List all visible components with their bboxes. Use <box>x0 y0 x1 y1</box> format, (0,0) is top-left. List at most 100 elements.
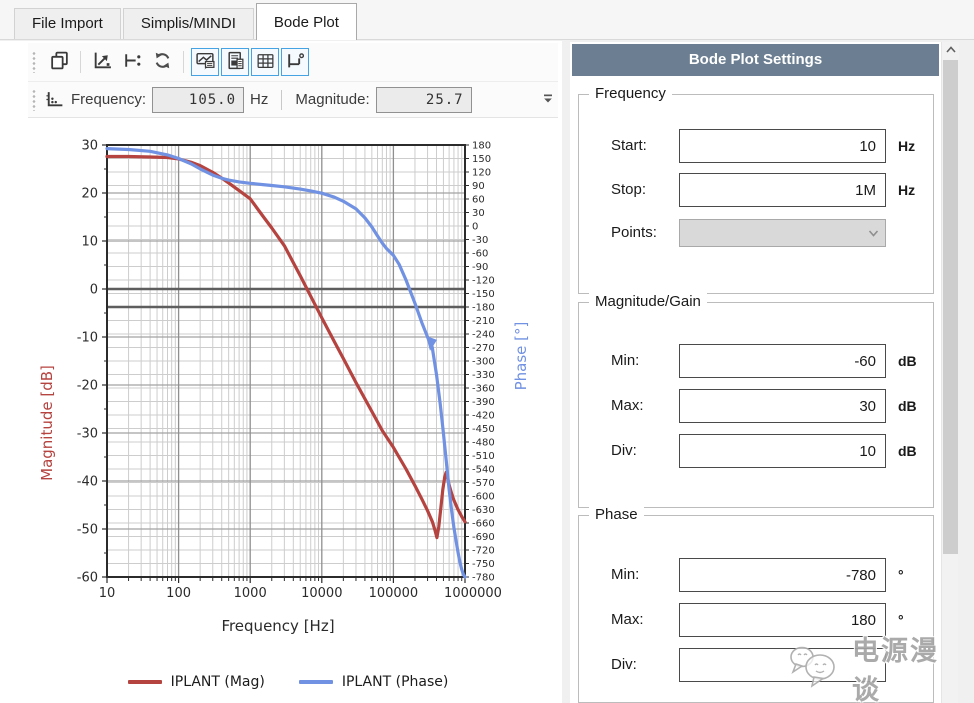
magnitude-curve <box>105 154 467 540</box>
cursor-arrow-marker <box>425 335 437 351</box>
mag-min-field[interactable] <box>679 344 886 378</box>
stop-label: Stop: <box>611 181 647 198</box>
plot-area: 30 20 10 0 -10 -20 -30 -40 -50 -60 180 150 120 90 60 30… <box>0 118 562 703</box>
mag-min-row: Min: dB <box>579 344 933 378</box>
y-left-tick-label: -30 <box>77 427 98 442</box>
y-right-tick-label: -60 <box>472 249 488 260</box>
y-left-tick-label: -20 <box>77 379 98 394</box>
frequency-axis-title: Frequency [Hz] <box>221 617 334 635</box>
y-left-tick-label: 10 <box>81 235 98 250</box>
x-tick-label: 1000 <box>234 586 267 601</box>
mag-div-field[interactable] <box>679 434 886 468</box>
mag-max-label: Max: <box>611 397 644 414</box>
start-unit-label: Hz <box>898 138 916 154</box>
mag-max-field[interactable] <box>679 389 886 423</box>
stop-unit-label: Hz <box>898 182 916 198</box>
y-right-tick-label: -720 <box>472 546 495 557</box>
stop-row: Stop: Hz <box>579 173 933 207</box>
mag-min-unit-label: dB <box>898 353 917 369</box>
magnitude-group-title: Magnitude/Gain <box>589 293 707 310</box>
y-right-tick-label: -120 <box>472 276 495 287</box>
toolbar-overflow-button[interactable] <box>540 90 556 110</box>
settings-scrollbar[interactable] <box>941 42 959 703</box>
points-dropdown[interactable] <box>679 219 886 247</box>
phase-group: Phase Min: ° Max: ° Div: <box>578 506 934 703</box>
tooltip-chart-toggle-button[interactable] <box>191 48 219 76</box>
bode-plot-chart[interactable]: 3020100-10-20-30-40-50-60180150120906030… <box>28 118 558 703</box>
tab-file-import[interactable]: File Import <box>14 8 121 39</box>
phase-max-field[interactable] <box>679 603 886 637</box>
start-frequency-field[interactable] <box>679 129 886 163</box>
chevron-up-icon <box>945 43 957 58</box>
y-right-tick-label: -180 <box>472 303 495 314</box>
y-right-tick-label: -210 <box>472 316 495 327</box>
settings-panel: Bode Plot Settings Frequency Start: Hz S… <box>570 42 941 703</box>
x-tick-label: 1000000 <box>444 586 502 601</box>
phase-div-label: Div: <box>611 656 637 673</box>
toolbar-drag-handle[interactable] <box>32 88 36 111</box>
readout-separator <box>281 89 283 110</box>
y-right-tick-label: -390 <box>472 397 495 408</box>
y-right-tick-label: -90 <box>472 262 488 273</box>
y-right-tick-label: -540 <box>472 465 495 476</box>
phase-max-unit-label: ° <box>898 612 904 628</box>
copy-plot-button[interactable] <box>45 48 73 76</box>
start-label: Start: <box>611 137 647 154</box>
settings-panel-title: Bode Plot Settings <box>572 44 939 76</box>
y-right-tick-label: -660 <box>472 519 495 530</box>
phase-axis-toggle-icon <box>285 50 306 74</box>
y-left-tick-label: 20 <box>81 187 98 202</box>
phase-div-row: Div: <box>579 648 933 682</box>
phase-axis-toggle-button[interactable] <box>281 48 309 76</box>
tab-bode-plot[interactable]: Bode Plot <box>255 3 357 40</box>
magnitude-axis-title: Magnitude [dB] <box>38 365 56 481</box>
legend-item: IPLANT (Mag) <box>127 674 265 690</box>
refresh-icon <box>152 50 173 74</box>
report-toggle-button[interactable] <box>221 48 249 76</box>
y-right-tick-label: -270 <box>472 343 495 354</box>
y-left-tick-label: 0 <box>90 283 98 298</box>
phase-curve <box>105 147 467 579</box>
phase-min-field[interactable] <box>679 558 886 592</box>
y-right-tick-label: -510 <box>472 451 495 462</box>
y-left-tick-label: -50 <box>77 523 98 538</box>
tab-bar: File Import Simplis/MINDI Bode Plot <box>0 0 974 40</box>
legend-label: IPLANT (Phase) <box>341 674 449 690</box>
grid-toggle-button[interactable] <box>251 48 279 76</box>
overflow-icon <box>542 92 554 109</box>
y-right-tick-label: -630 <box>472 505 495 516</box>
cursor-button[interactable] <box>118 48 146 76</box>
scrollbar-thumb[interactable] <box>943 60 958 554</box>
legend-swatch <box>127 680 162 684</box>
cursor-icon <box>122 50 143 74</box>
toolbar-drag-handle[interactable] <box>32 51 36 73</box>
scroll-up-button[interactable] <box>942 42 959 59</box>
report-icon <box>225 50 246 74</box>
start-row: Start: Hz <box>579 129 933 163</box>
grid-toggle-icon <box>255 50 276 74</box>
frequency-group: Frequency Start: Hz Stop: Hz Points: <box>578 85 934 294</box>
tab-simplis-mindi[interactable]: Simplis/MINDI <box>122 8 254 39</box>
y-right-tick-label: -330 <box>472 370 495 381</box>
y-right-tick-label: 60 <box>472 195 485 206</box>
zoom-fit-icon <box>92 50 113 74</box>
y-right-tick-label: 180 <box>472 141 491 152</box>
phase-div-field[interactable] <box>679 648 886 682</box>
frequency-readout-label: Frequency: <box>71 91 147 108</box>
readout-toolbar: Frequency: Hz Magnitude: <box>28 82 558 118</box>
stop-frequency-field[interactable] <box>679 173 886 207</box>
toolbar-separator <box>183 51 184 73</box>
legend-swatch <box>298 680 333 684</box>
frequency-readout-field[interactable] <box>152 86 245 113</box>
y-right-tick-label: -420 <box>472 411 495 422</box>
plot-toolbar <box>28 43 558 82</box>
refresh-button[interactable] <box>148 48 176 76</box>
y-right-tick-label: -600 <box>472 492 495 503</box>
chart-legend: IPLANT (Mag) IPLANT (Phase) <box>0 674 530 690</box>
zoom-fit-button[interactable] <box>88 48 116 76</box>
mag-max-row: Max: dB <box>579 389 933 423</box>
magnitude-readout-field[interactable] <box>375 86 472 113</box>
x-tick-label: 100000 <box>369 586 419 601</box>
axis-readout-icon <box>44 89 65 110</box>
mag-div-row: Div: dB <box>579 434 933 468</box>
